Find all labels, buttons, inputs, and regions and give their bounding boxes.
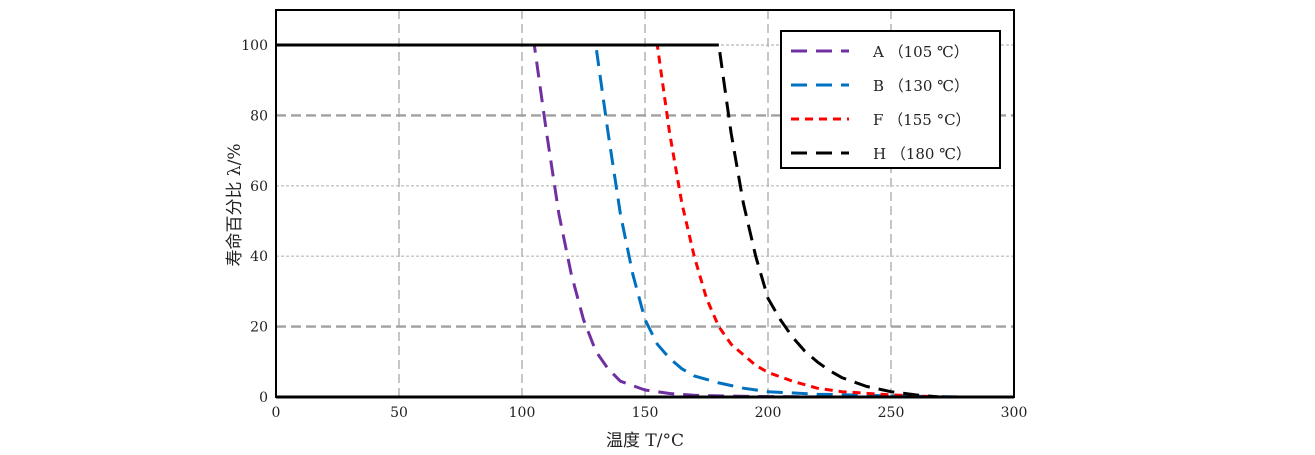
y-tick-label-80: 80: [250, 108, 268, 124]
legend-label-1: B （130 ℃）: [873, 77, 969, 95]
plot-frame: [275, 9, 1015, 398]
legend-box: [780, 30, 1001, 169]
y-tick-label-0: 0: [259, 390, 268, 406]
x-tick-label-250: 250: [878, 405, 905, 421]
x-tick-label-200: 200: [755, 405, 782, 421]
y-tick-labels: 0 20 40 60 80 100: [241, 38, 268, 406]
x-tick-label-150: 150: [632, 405, 659, 421]
series-line-0: [276, 43, 842, 399]
y-tick-label-60: 60: [250, 179, 268, 195]
series-line-1: [276, 43, 965, 399]
legend: A （105 ℃） B （130 ℃） F （155 °C） H （180 ℃）: [780, 30, 1001, 169]
x-tick-labels: 0 50 100 150 200 250 300: [272, 405, 1028, 421]
series-line-3: [276, 43, 941, 399]
x-tick-label-100: 100: [509, 405, 536, 421]
y-tick-label-40: 40: [250, 249, 268, 265]
legend-label-0: A （105 ℃）: [872, 43, 969, 61]
y-tick-label-20: 20: [250, 320, 268, 336]
y-axis-title: 寿命百分比 λ/%: [225, 143, 245, 266]
legend-label-2: F （155 °C）: [873, 111, 971, 129]
plot-border: [275, 9, 1015, 398]
x-tick-label-0: 0: [272, 405, 281, 421]
x-tick-label-50: 50: [390, 405, 408, 421]
y-tick-label-100: 100: [241, 38, 268, 54]
x-axis-title: 温度 T/°C: [606, 431, 684, 451]
x-tick-label-300: 300: [1001, 405, 1028, 421]
series-line-2: [276, 43, 941, 399]
legend-label-3: H （180 ℃）: [873, 145, 971, 163]
